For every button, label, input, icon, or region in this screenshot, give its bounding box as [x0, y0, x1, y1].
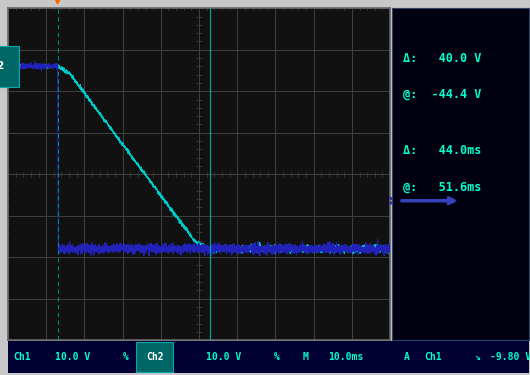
- Text: Δ:   40.0 V: Δ: 40.0 V: [403, 51, 482, 64]
- Text: ↘: ↘: [474, 352, 480, 362]
- Text: Ch1: Ch1: [13, 352, 31, 362]
- Text: 2: 2: [0, 62, 3, 71]
- Text: @:  -44.4 V: @: -44.4 V: [403, 88, 482, 101]
- Text: -9.80 V: -9.80 V: [490, 352, 530, 362]
- Text: 10.0 V: 10.0 V: [55, 352, 90, 362]
- Text: %: %: [273, 352, 279, 362]
- Text: @:   51.6ms: @: 51.6ms: [403, 181, 482, 194]
- Text: A: A: [404, 352, 410, 362]
- Text: Ch1: Ch1: [425, 352, 443, 362]
- Text: Δ:   44.0ms: Δ: 44.0ms: [403, 144, 482, 158]
- Text: 10.0ms: 10.0ms: [329, 352, 364, 362]
- Text: 10.0 V: 10.0 V: [206, 352, 241, 362]
- Text: M: M: [302, 352, 308, 362]
- Text: Ch2: Ch2: [146, 352, 164, 362]
- Text: %: %: [122, 352, 128, 362]
